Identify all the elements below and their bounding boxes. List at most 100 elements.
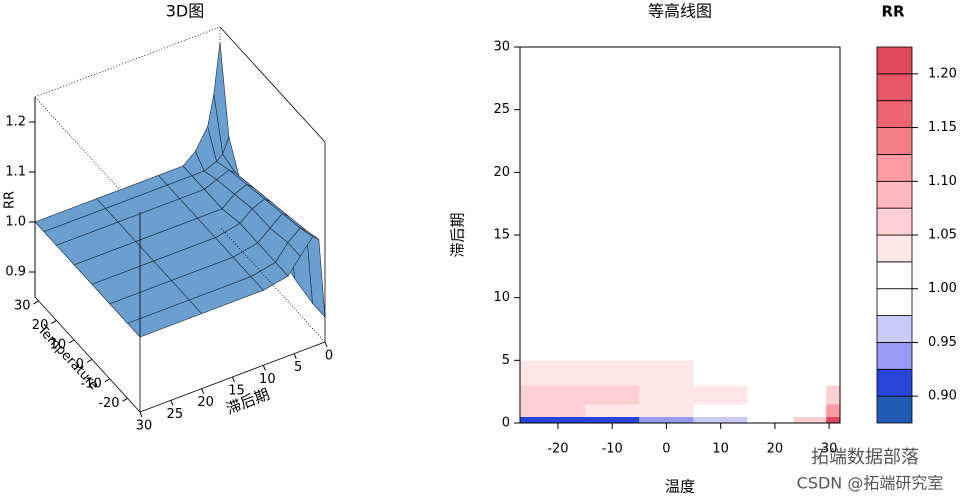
- x-tick: [68, 339, 75, 344]
- contour-cell: [584, 403, 640, 417]
- contour-cell: [584, 360, 640, 386]
- contour-cell: [793, 234, 827, 323]
- y-tick: [201, 388, 205, 394]
- x-tick: [104, 378, 111, 383]
- contour-cell: [639, 109, 694, 236]
- colorbar-band: [876, 207, 913, 236]
- contour-cell: [793, 416, 827, 424]
- x-tick-label: 0: [662, 442, 670, 457]
- colorbar-band: [876, 395, 913, 424]
- y-tick: [170, 400, 174, 406]
- y-tick: [262, 365, 266, 371]
- y-tick-label: 0: [325, 349, 333, 364]
- contour-cell: [584, 416, 640, 424]
- colorbar-tick-label: 1.20: [928, 66, 957, 81]
- y-tick-label: 30: [136, 419, 153, 434]
- contour-cell: [584, 385, 640, 405]
- colorbar-title: RR: [881, 3, 905, 21]
- y-tick-label: 15: [493, 228, 510, 243]
- y-tick: [139, 411, 143, 418]
- x-tick-label: 0: [76, 357, 84, 372]
- contour-cell: [793, 403, 827, 417]
- y-tick-label: 10: [259, 372, 276, 387]
- x-tick: [33, 300, 39, 305]
- contour-cell: [826, 385, 841, 405]
- x-tick: [122, 397, 128, 402]
- contour-cell: [519, 234, 540, 323]
- colorbar-band: [876, 180, 913, 209]
- contour-cell: [747, 403, 795, 417]
- contour-cell: [639, 322, 694, 361]
- x-tick-label: 10: [712, 442, 729, 457]
- colorbar-tick-label: 0.95: [928, 335, 957, 350]
- y-tick-label: 25: [167, 407, 184, 422]
- contour-cell: [693, 385, 749, 405]
- y-tick: [232, 376, 235, 383]
- y-axis-label: 滞后期: [449, 212, 467, 257]
- contour-cell: [747, 234, 795, 323]
- contour-cell: [793, 109, 827, 236]
- x-tick-label: -20: [547, 442, 568, 457]
- contour-cell: [538, 109, 586, 236]
- contour-cell: [639, 416, 694, 424]
- contour-cell: [519, 322, 540, 361]
- contour-cell: [584, 234, 640, 323]
- y-tick-label: 20: [493, 165, 510, 180]
- y-tick-label: 20: [197, 395, 214, 410]
- contour-cell: [793, 385, 827, 405]
- contour-cell: [793, 322, 827, 361]
- colorbar-tick-label: 1.05: [928, 228, 957, 243]
- contour-cell: [639, 234, 694, 323]
- contour-cell: [538, 403, 586, 417]
- x-tick-label: -10: [81, 376, 102, 391]
- contour-cell: [826, 360, 841, 386]
- contour-cell: [538, 234, 586, 323]
- colorbar-tick-label: 1.00: [928, 281, 957, 296]
- x-tick-label: 10: [50, 337, 67, 352]
- y-tick: [324, 341, 328, 348]
- x-tick-label: -10: [602, 442, 623, 457]
- contour-cell: [519, 46, 540, 110]
- contour-cell: [826, 403, 841, 417]
- contour-cell: [584, 322, 640, 361]
- contour-cell: [826, 234, 841, 323]
- contour-cell: [826, 322, 841, 361]
- contour-cell: [584, 46, 640, 110]
- contour-cell: [747, 322, 795, 361]
- chart-title: 3D图: [166, 2, 205, 21]
- contour-cell: [519, 109, 540, 236]
- contour-cell: [519, 403, 540, 417]
- box-edge: [219, 26, 326, 143]
- colorbar-band: [876, 127, 913, 155]
- x-tick-label: 20: [767, 442, 784, 457]
- colorbar-band: [876, 46, 913, 75]
- contour-cell: [693, 109, 749, 236]
- contour-cell: [639, 46, 694, 110]
- watermark: 拓端数据部落: [811, 447, 919, 468]
- colorbar-band: [876, 288, 913, 316]
- y-tick-label: 25: [493, 102, 510, 117]
- contour-cell: [639, 360, 694, 386]
- contour-cell: [538, 385, 586, 405]
- colorbar-band: [876, 315, 913, 343]
- x-tick-label: 20: [32, 318, 49, 333]
- watermark: CSDN @拓端研究室: [797, 474, 944, 493]
- contour-cell: [538, 46, 586, 110]
- contour-cell: [793, 360, 827, 386]
- y-tick-label: 10: [493, 290, 510, 305]
- colorbar-tick-label: 1.10: [928, 174, 957, 189]
- x-tick-label: 30: [821, 442, 838, 457]
- contour-cell: [826, 46, 841, 110]
- box-edge: [34, 26, 221, 98]
- box-edge: [219, 226, 326, 343]
- colorbar-band: [876, 154, 913, 182]
- z-tick-label: 0.9: [5, 265, 26, 280]
- z-tick-label: 1.0: [5, 215, 26, 230]
- contour-cell: [519, 416, 540, 424]
- colorbar-band: [876, 73, 913, 102]
- colorbar-band: [876, 342, 913, 370]
- contour-cell: [519, 360, 540, 386]
- z-tick-label: 1.1: [5, 165, 26, 180]
- x-tick: [86, 358, 93, 363]
